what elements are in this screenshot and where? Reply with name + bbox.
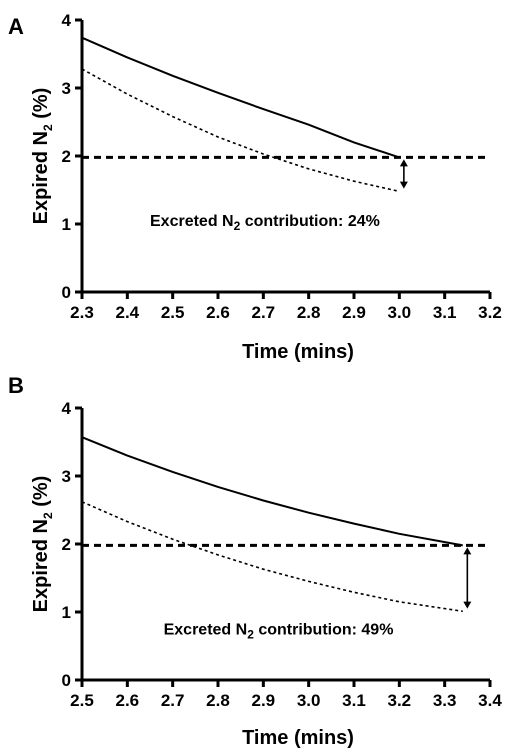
series-line-solid <box>81 36 400 159</box>
annotation-text: Excreted N2 contribution: 49% <box>164 621 394 641</box>
y-axis-label: Expired N2 (%) <box>30 476 55 613</box>
chart-panel-b: B 0 1 2 3 4 2.5 2.6 2.7 2.8 2.9 3.0 3.1 3.2 3.3 3.4 Time… <box>8 373 502 749</box>
x-tick-label: 2.9 <box>252 691 276 710</box>
series-line-dotted <box>81 68 400 193</box>
x-tick-label: 3.0 <box>388 303 412 322</box>
arrow-head-down <box>399 181 408 189</box>
x-tick-label: 2.5 <box>161 303 185 322</box>
x-tick-label: 3.2 <box>388 691 412 710</box>
annotation-text: Excreted N2 contribution: 24% <box>150 213 380 233</box>
y-tick-label: 2 <box>62 147 71 166</box>
arrow-head-up <box>463 547 472 555</box>
y-axis-label: Expired N2 (%) <box>30 88 55 225</box>
x-tick-label: 2.6 <box>206 303 230 322</box>
x-tick-label: 2.3 <box>70 303 94 322</box>
x-tick-label: 2.8 <box>206 691 230 710</box>
y-tick-label: 4 <box>62 11 72 30</box>
x-tick-label: 2.7 <box>161 691 185 710</box>
x-tick-label: 3.0 <box>297 691 321 710</box>
y-tick-label: 2 <box>62 535 71 554</box>
x-tick-label: 3.3 <box>433 691 457 710</box>
arrow-head-up <box>399 159 408 167</box>
x-tick-label: 2.8 <box>297 303 321 322</box>
y-tick-label: 3 <box>62 467 71 486</box>
x-tick-label: 2.4 <box>116 303 140 322</box>
series-line-dotted <box>81 501 463 613</box>
y-tick-label: 0 <box>62 671 71 690</box>
panel-label: A <box>8 14 24 39</box>
x-tick-label: 2.9 <box>342 303 366 322</box>
x-axis-label: Time (mins) <box>242 341 354 363</box>
x-tick-label: 2.7 <box>252 303 276 322</box>
x-tick-label: 3.1 <box>342 691 366 710</box>
chart-panel-a: A 0 1 2 3 4 2.3 2.4 2.5 2.6 2.7 2.8 2.9 3.0 3.1 3.2 Time… <box>8 11 502 363</box>
x-tick-label: 3.4 <box>478 691 502 710</box>
x-tick-label: 3.2 <box>478 303 502 322</box>
y-tick-label: 1 <box>62 603 71 622</box>
x-tick-label: 3.1 <box>433 303 457 322</box>
x-tick-label: 2.6 <box>116 691 140 710</box>
y-tick-label: 0 <box>62 283 71 302</box>
series-line-solid <box>81 436 463 547</box>
x-axis-label: Time (mins) <box>242 727 354 749</box>
panel-label: B <box>8 373 24 398</box>
y-tick-label: 4 <box>62 399 72 418</box>
y-tick-label: 3 <box>62 79 71 98</box>
y-tick-label: 1 <box>62 215 71 234</box>
arrow-head-down <box>463 601 472 609</box>
x-tick-label: 2.5 <box>70 691 94 710</box>
